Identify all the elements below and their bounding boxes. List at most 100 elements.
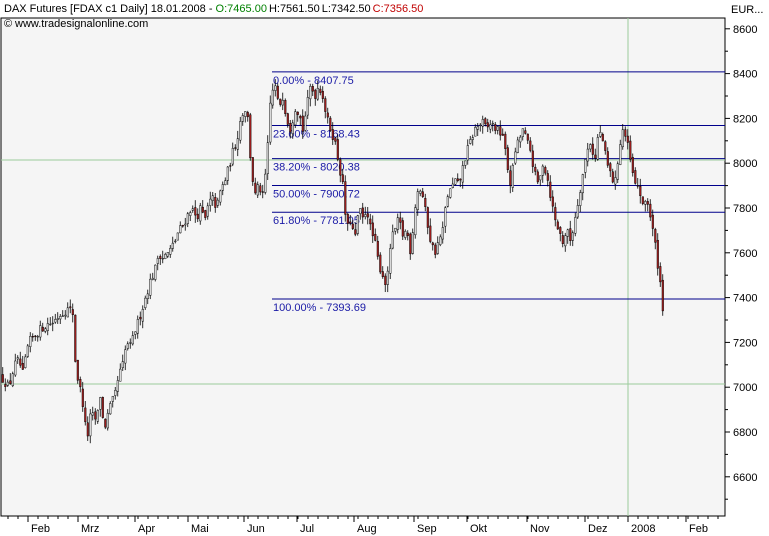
candle-body	[264, 173, 267, 193]
candle-body	[541, 165, 544, 176]
candle-body	[89, 413, 92, 437]
candle-body	[31, 336, 34, 338]
candle-body	[44, 328, 47, 332]
candle-body	[191, 208, 194, 211]
candle-body	[164, 254, 167, 259]
candle-body	[624, 129, 627, 137]
candle-body	[314, 89, 317, 99]
candle-body	[409, 233, 412, 255]
candle-body	[556, 221, 559, 230]
candle-body	[351, 223, 354, 229]
candle-body	[111, 395, 114, 402]
candle-body	[309, 86, 312, 100]
candle-body	[526, 133, 529, 141]
candle-body	[81, 388, 84, 407]
candle-body	[174, 240, 177, 243]
candle-body	[554, 207, 557, 221]
candle-body	[426, 207, 429, 228]
candle-body	[584, 159, 587, 173]
candle-body	[326, 112, 329, 118]
candle-body	[279, 98, 282, 105]
candle-body	[331, 129, 334, 140]
candle-body	[244, 111, 247, 117]
candle-body	[46, 323, 49, 331]
candle-body	[504, 133, 507, 149]
candle-body	[64, 314, 67, 317]
candle-body	[424, 198, 427, 207]
candle-body	[654, 229, 657, 243]
candle-body	[364, 214, 367, 217]
candle-body	[471, 137, 474, 140]
currency-label: EUR...	[731, 4, 763, 16]
candle-body	[154, 264, 157, 280]
candle-body	[266, 142, 269, 174]
x-tick-label: Feb	[689, 523, 708, 535]
candle-body	[576, 205, 579, 218]
candle-body	[56, 318, 59, 320]
candle-body	[271, 89, 274, 106]
fib-level-label: 23.60% - 8168.43	[273, 128, 360, 140]
candle-body	[361, 207, 364, 218]
candle-body	[91, 412, 94, 416]
candle-body	[599, 131, 602, 137]
candle-body	[574, 217, 577, 234]
candle-body	[366, 213, 369, 218]
candle-body	[236, 138, 239, 150]
candle-body	[136, 319, 139, 334]
candle-body	[306, 97, 309, 116]
candle-body	[199, 205, 202, 222]
candle-body	[219, 190, 222, 203]
chart-title: DAX Futures [FDAX c1 Daily] 18.01.2008 -…	[4, 3, 423, 15]
fib-level-label: 61.80% - 7781.05	[273, 215, 360, 227]
fibonacci-retracement[interactable]: 0.00% - 8407.75 23.60% - 8168.43 38.20% - …	[272, 71, 725, 314]
candle-body	[581, 174, 584, 194]
candle-body	[106, 412, 109, 429]
candle-body	[639, 185, 642, 197]
candle-body	[69, 306, 72, 309]
candle-body	[71, 309, 74, 315]
candle-body	[566, 229, 569, 237]
fib-level-label: 50.00% - 7900.72	[273, 188, 360, 200]
candle-body	[256, 184, 259, 196]
candle-body	[614, 177, 617, 185]
candle-body	[381, 271, 384, 277]
candle-body	[346, 213, 349, 224]
candle-body	[514, 151, 517, 164]
candle-body	[246, 112, 249, 118]
candle-body	[61, 315, 64, 317]
candlestick-series	[1, 79, 664, 444]
candle-body	[276, 85, 279, 99]
y-tick-label: 6600	[733, 472, 757, 484]
candle-body	[74, 314, 77, 362]
candle-body	[569, 228, 572, 242]
candle-body	[201, 206, 204, 213]
candle-body	[284, 100, 287, 114]
candle-body	[496, 126, 499, 131]
candle-body	[564, 235, 567, 247]
candle-body	[389, 248, 392, 274]
y-tick-label: 8000	[733, 158, 757, 170]
candle-body	[16, 357, 19, 360]
candle-body	[551, 196, 554, 207]
candle-body	[406, 232, 409, 237]
candle-body	[429, 225, 432, 242]
candle-body	[6, 381, 9, 386]
candle-body	[636, 185, 639, 187]
candle-body	[39, 325, 42, 338]
candle-body	[254, 182, 257, 194]
candle-body	[534, 166, 537, 172]
candle-body	[269, 102, 272, 143]
candle-body	[249, 114, 252, 159]
candle-body	[449, 188, 452, 198]
candle-body	[239, 121, 242, 141]
candle-body	[454, 178, 457, 185]
candle-body	[251, 157, 254, 182]
x-tick-label: Aug	[357, 523, 377, 535]
candle-body	[594, 154, 597, 159]
candle-body	[414, 207, 417, 236]
candle-body	[289, 123, 292, 133]
candle-body	[651, 214, 654, 229]
x-tick-label: Mrz	[81, 523, 99, 535]
candle-body	[229, 165, 232, 167]
x-tick-label: Apr	[138, 523, 155, 535]
